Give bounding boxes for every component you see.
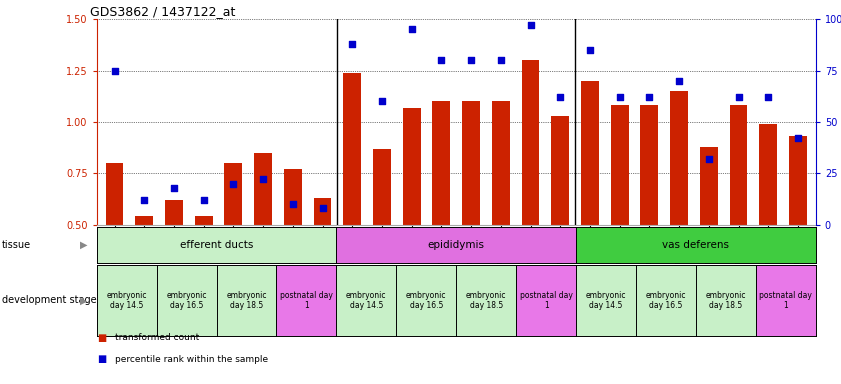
Bar [106, 163, 124, 328]
Text: epididymis: epididymis [428, 240, 484, 250]
Text: efferent ducts: efferent ducts [180, 240, 253, 250]
Bar [284, 169, 302, 328]
Text: GDS3862 / 1437122_at: GDS3862 / 1437122_at [89, 5, 235, 18]
Bar [789, 136, 807, 328]
Point [108, 68, 121, 74]
Point [583, 47, 596, 53]
Point [643, 94, 656, 100]
Bar [343, 73, 361, 328]
Bar [759, 124, 777, 328]
Bar [730, 106, 748, 328]
Point [791, 135, 805, 141]
Point [197, 197, 210, 203]
Bar [492, 101, 510, 328]
Text: postnatal day
1: postnatal day 1 [520, 291, 573, 310]
Text: postnatal day
1: postnatal day 1 [280, 291, 333, 310]
Point [405, 26, 419, 33]
Text: embryonic
day 14.5: embryonic day 14.5 [586, 291, 627, 310]
Bar [641, 106, 659, 328]
Point [316, 205, 330, 211]
Bar [225, 163, 242, 328]
Bar [403, 108, 420, 328]
Point [227, 180, 241, 187]
Point [524, 22, 537, 28]
Point [553, 94, 567, 100]
Point [702, 156, 716, 162]
Text: embryonic
day 18.5: embryonic day 18.5 [226, 291, 267, 310]
Point [435, 57, 448, 63]
Text: embryonic
day 14.5: embryonic day 14.5 [346, 291, 387, 310]
Text: ▶: ▶ [81, 240, 87, 250]
Text: embryonic
day 18.5: embryonic day 18.5 [466, 291, 506, 310]
Text: development stage: development stage [2, 295, 97, 306]
Bar [581, 81, 599, 328]
Point [761, 94, 775, 100]
Bar [463, 101, 480, 328]
Point [167, 185, 181, 191]
Bar [373, 149, 391, 328]
Point [346, 41, 359, 47]
Text: percentile rank within the sample: percentile rank within the sample [115, 354, 268, 364]
Point [257, 176, 270, 182]
Bar [195, 217, 213, 328]
Text: tissue: tissue [2, 240, 31, 250]
Bar [611, 106, 628, 328]
Bar [552, 116, 569, 328]
Point [138, 197, 151, 203]
Bar [700, 147, 717, 328]
Text: embryonic
day 14.5: embryonic day 14.5 [107, 291, 147, 310]
Bar [432, 101, 450, 328]
Point [464, 57, 478, 63]
Text: ■: ■ [97, 354, 106, 364]
Text: embryonic
day 16.5: embryonic day 16.5 [406, 291, 447, 310]
Bar [670, 91, 688, 328]
Text: transformed count: transformed count [115, 333, 199, 343]
Text: embryonic
day 16.5: embryonic day 16.5 [646, 291, 686, 310]
Point [672, 78, 685, 84]
Text: embryonic
day 18.5: embryonic day 18.5 [706, 291, 746, 310]
Bar [521, 60, 539, 328]
Bar [165, 200, 182, 328]
Bar [254, 153, 272, 328]
Text: vas deferens: vas deferens [663, 240, 729, 250]
Bar [314, 198, 331, 328]
Point [375, 98, 389, 104]
Point [494, 57, 507, 63]
Point [286, 201, 299, 207]
Point [613, 94, 627, 100]
Point [732, 94, 745, 100]
Text: ▶: ▶ [81, 295, 87, 306]
Text: embryonic
day 16.5: embryonic day 16.5 [167, 291, 207, 310]
Bar [135, 217, 153, 328]
Text: postnatal day
1: postnatal day 1 [759, 291, 812, 310]
Text: ■: ■ [97, 333, 106, 343]
